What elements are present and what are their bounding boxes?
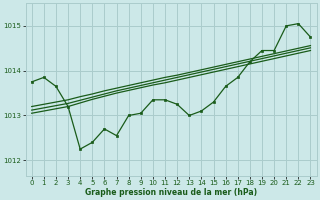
X-axis label: Graphe pression niveau de la mer (hPa): Graphe pression niveau de la mer (hPa) xyxy=(85,188,257,197)
